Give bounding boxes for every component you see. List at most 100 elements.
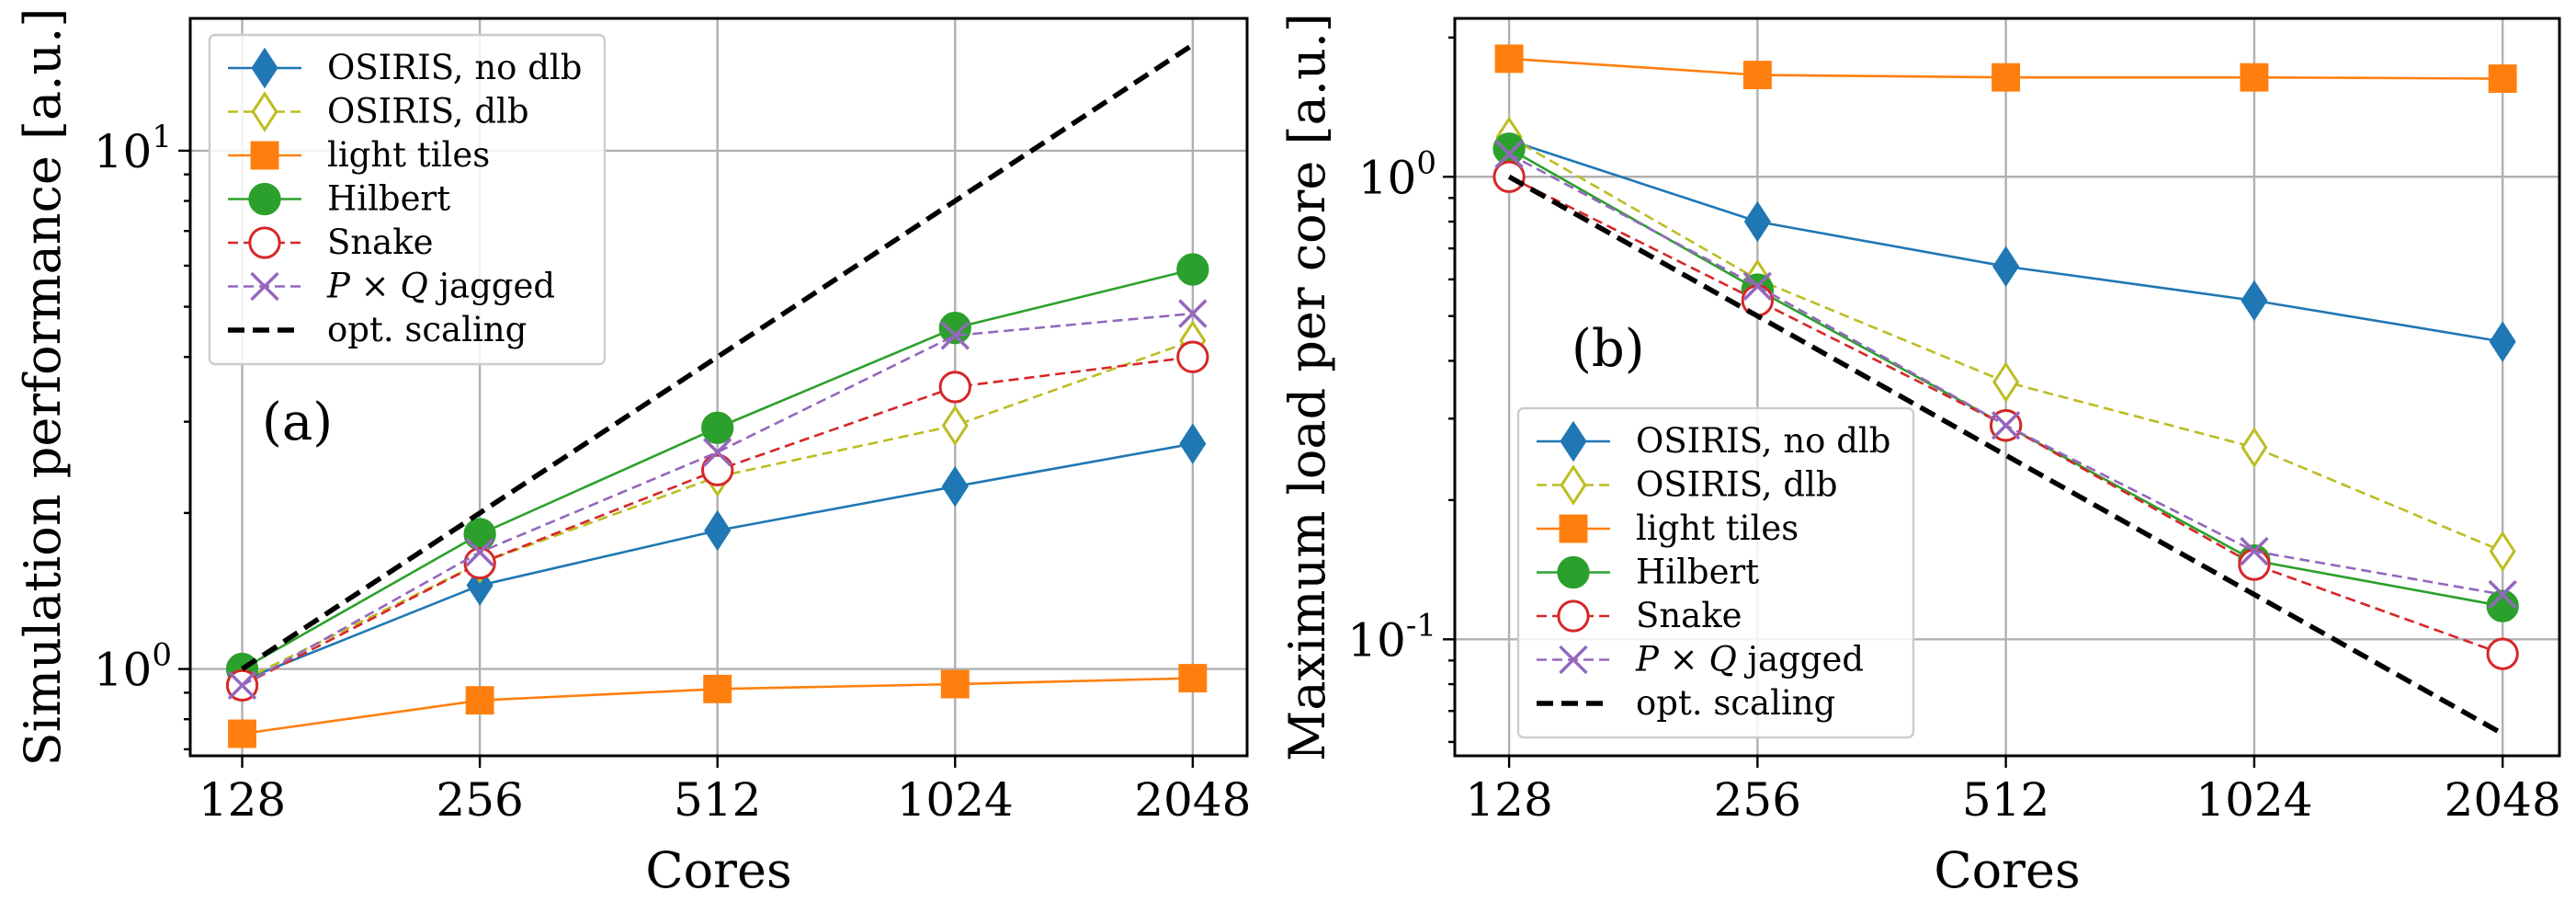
data-point [1176,253,1209,286]
data-point [1742,61,1772,89]
data-point [940,669,970,699]
plot-area [225,42,1209,748]
data-point [2489,321,2516,362]
data-point [1494,139,1524,169]
data-point [2241,280,2268,322]
y-tick-label: 10-1 [1347,607,1436,667]
data-point [463,546,496,580]
legend-label: OSIRIS, no dlb [327,48,582,87]
legend-marker [248,226,281,259]
legend-entry: OSIRIS, dlb [228,91,529,132]
y-tick-label: 100 [94,637,172,697]
data-point [1494,44,1524,74]
legend-marker [1559,514,1588,543]
series-osiris-no-dlb [228,423,1207,702]
data-point [940,321,970,350]
x-tick-label: 1024 [897,773,1014,827]
legend-label: Hilbert [1636,553,1759,592]
legend-label: P × Q jagged [326,267,555,306]
data-point [465,537,494,567]
x-tick-label: 256 [436,773,523,827]
y-tick-label: 100 [1358,144,1436,204]
series-p-q-jagged [227,299,1208,701]
legend-entry: Snake [1537,596,1742,635]
data-point [1178,299,1208,328]
series-snake [225,340,1209,702]
legend-marker [1557,555,1590,589]
x-tick-label: 128 [199,773,286,827]
legend-marker [251,91,278,132]
series-p-q-jagged [1494,139,2517,610]
plot-area [1492,44,2519,736]
series-opt-scaling [1507,174,2504,736]
series-line [241,42,1195,671]
data-point [2238,548,2271,581]
data-point [1176,340,1209,373]
legend-marker [251,47,278,89]
data-point [701,453,734,486]
legend-marker [1560,464,1587,506]
legend-entry: OSIRIS, no dlb [1537,420,1890,462]
x-axis-title: Cores [1934,841,2080,899]
x-tick-label: 1024 [2196,773,2312,827]
data-point [1742,271,1773,301]
panel-label: (a) [262,393,333,452]
legend-entry: opt. scaling [228,310,527,349]
axes-frame [1453,17,2561,758]
x-tick-label: 2048 [2445,773,2561,827]
legend-label: light tiles [1636,508,1799,548]
data-point [2488,579,2517,610]
x-tick-label: 512 [674,773,761,827]
y-tick-label: 101 [94,119,172,178]
legend-marker [250,141,279,170]
legend-entry: light tiles [228,135,490,175]
legend-entry: OSIRIS, no dlb [228,47,582,89]
series-light-tiles [1494,44,2517,93]
legend-label: OSIRIS, dlb [1636,465,1838,505]
legend-marker [1560,420,1587,462]
legend-marker [1559,645,1588,675]
data-point [2489,531,2516,572]
legend-label: light tiles [327,135,490,175]
panel-label: (b) [1572,319,1645,379]
data-point [1178,664,1208,693]
legend-box [1516,406,1915,739]
data-point [463,518,496,551]
x-tick-label: 256 [1714,773,1801,827]
legend-entry: opt. scaling [1537,683,1835,723]
legend-marker [248,182,281,216]
panel-2: 128 256 512 1024 2048 10-1 100 Cores Maximum loa… [1278,13,2561,899]
data-point [1179,423,1207,464]
legend: OSIRIS, no dlb OSIRIS, dlb light tilesHilb… [208,33,607,366]
data-point [2488,64,2517,93]
data-point [1743,200,1771,243]
data-point [2241,427,2268,468]
data-point [2240,63,2269,92]
legend-entry: OSIRIS, dlb [1537,464,1838,506]
data-point [938,312,971,345]
y-axis-title: Maximum load per core [a.u.] [1278,13,1336,761]
legend-label: opt. scaling [1636,683,1835,723]
x-tick-label: 2048 [1134,773,1251,827]
legend-label: OSIRIS, no dlb [1636,421,1890,461]
data-point [1992,245,2020,288]
legend-entry: light tiles [1537,508,1799,548]
data-point [941,465,969,508]
legend-label: opt. scaling [327,310,527,349]
series-line [1507,174,2504,736]
legend-marker [1557,599,1590,633]
data-point [938,371,971,404]
data-point [227,670,257,701]
series-light-tiles [228,664,1208,748]
legend-label: P × Q jagged [1635,640,1864,679]
legend-label: Snake [327,223,434,262]
data-point [2240,536,2269,566]
panel-1: 128 256 512 1024 2048 100 101 Cores Simulation p… [14,8,1251,899]
legend-label: OSIRIS, dlb [327,92,529,131]
data-point [701,411,734,444]
x-tick-label: 512 [1962,773,2049,827]
series-line [241,312,1193,687]
legend-label: Hilbert [327,179,450,219]
